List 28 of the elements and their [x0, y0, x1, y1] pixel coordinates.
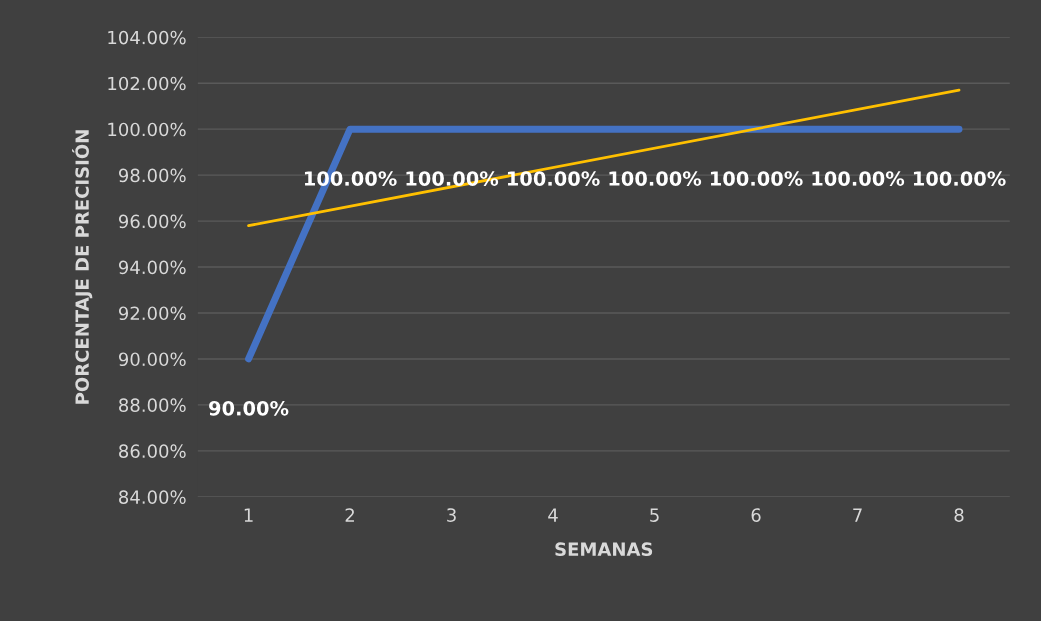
- x-tick-label: 1: [244, 508, 253, 522]
- y-tick-label: 104.00%: [108, 30, 186, 45]
- y-tick-label: 90.00%: [118, 352, 186, 367]
- y-tick-label: 88.00%: [119, 398, 186, 413]
- x-tick-label: 7: [853, 508, 862, 522]
- data-label: 100.00%: [609, 171, 702, 186]
- data-label: 100.00%: [812, 171, 905, 186]
- x-axis-title: SEMANAS: [555, 542, 653, 557]
- x-tick-label: 5: [650, 508, 659, 522]
- data-label: 100.00%: [710, 171, 803, 186]
- x-tick-label: 8: [954, 508, 964, 522]
- data-label: 100.00%: [406, 171, 499, 186]
- data-label: 100.00%: [913, 171, 1006, 186]
- data-label: 90.00%: [209, 400, 289, 416]
- y-axis-title: PORCENTAJE DE PRECISIÓN: [72, 130, 93, 404]
- x-tick-label: 4: [548, 508, 558, 522]
- y-tick-label: 92.00%: [118, 306, 186, 321]
- y-tick-label: 98.00%: [118, 168, 186, 183]
- y-tick-label: 86.00%: [119, 444, 186, 458]
- data-label: 100.00%: [507, 171, 600, 186]
- y-tick-label: 102.00%: [108, 76, 186, 91]
- x-tick-label: 3: [447, 508, 456, 522]
- y-tick-label: 96.00%: [118, 214, 186, 229]
- y-tick-label: 100.00%: [108, 122, 186, 137]
- x-tick-label: 2: [345, 508, 354, 522]
- y-tick-label: 94.00%: [118, 260, 186, 275]
- x-tick-label: 6: [751, 508, 761, 522]
- y-tick-label: 84.00%: [119, 490, 186, 504]
